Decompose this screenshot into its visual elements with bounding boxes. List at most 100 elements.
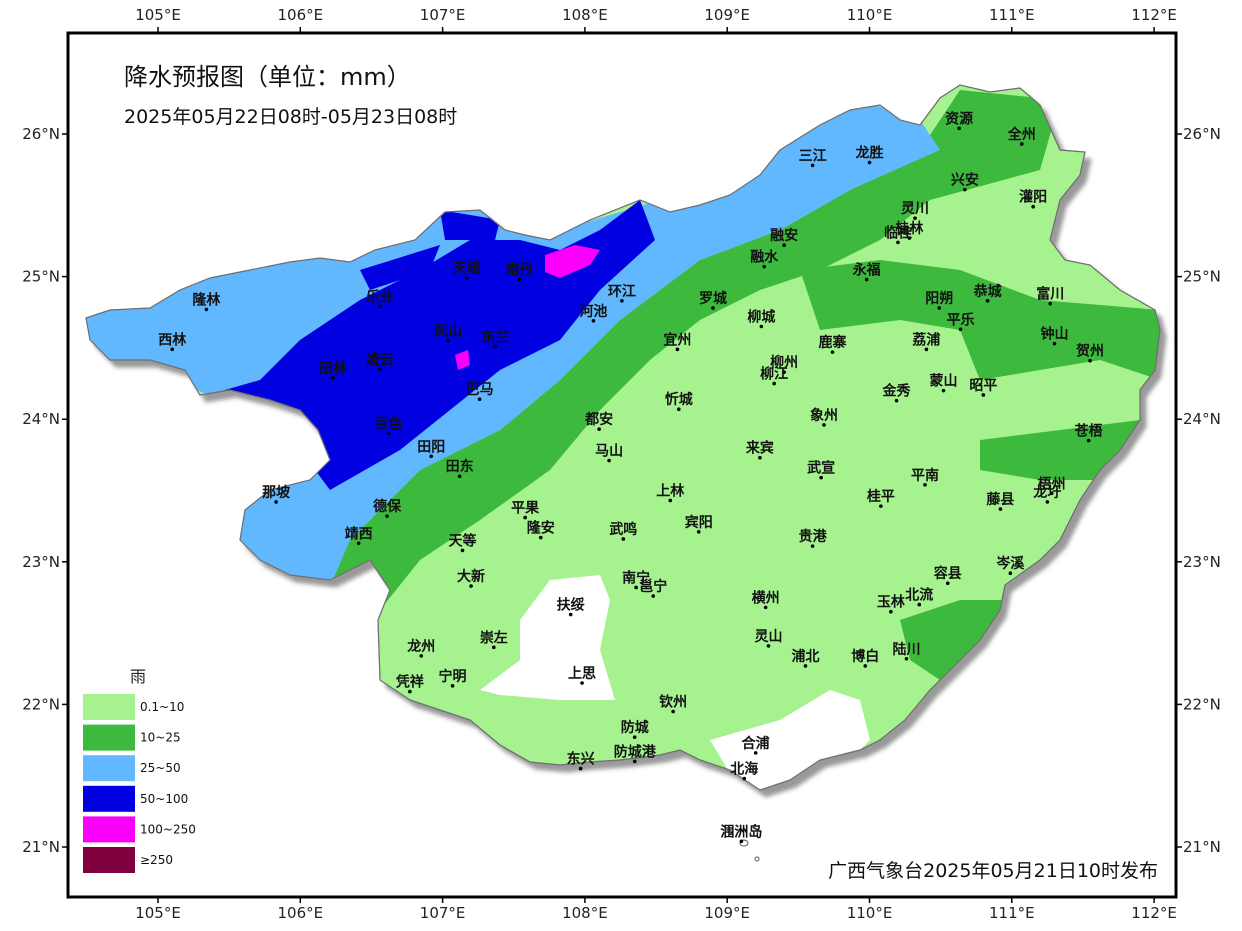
city-label: 钦州 — [659, 694, 687, 711]
city-label: 北流 — [905, 587, 933, 604]
legend-label: 25~50 — [140, 761, 181, 775]
city-label: 昭平 — [969, 378, 997, 394]
city-label: 龙圩 — [1032, 484, 1061, 501]
lon-label-top: 108°E — [562, 6, 608, 24]
legend-label: 50~100 — [140, 792, 188, 806]
city-dot — [810, 163, 815, 168]
lon-label-top: 107°E — [420, 6, 466, 24]
lon-label-top: 112°E — [1131, 6, 1177, 24]
city-label: 东兴 — [567, 751, 595, 768]
legend: 0.1~10 10~25 25~50 50~100 100~250 ≥250 — [83, 694, 196, 873]
city-dot — [385, 514, 389, 518]
city-label: 防城港 — [614, 743, 657, 760]
city-dot — [331, 376, 335, 380]
lon-label-bottom: 105°E — [135, 904, 181, 922]
lat-label-right: 21°N — [1183, 838, 1221, 856]
city-dot — [1049, 491, 1054, 496]
city-dot — [634, 585, 638, 590]
lat-label-right: 23°N — [1183, 553, 1221, 571]
city-label: 来宾 — [745, 440, 774, 457]
city-dot — [446, 338, 451, 343]
lat-label-right: 24°N — [1183, 410, 1221, 428]
city-label: 柳江 — [760, 366, 788, 383]
city-label: 罗城 — [699, 290, 727, 307]
city-label: 东兰 — [481, 328, 509, 345]
city-dot — [762, 264, 766, 269]
city-label: 上林 — [656, 482, 684, 499]
city-dot — [464, 276, 469, 280]
legend-swatch — [83, 724, 135, 751]
lon-label-bottom: 106°E — [277, 904, 323, 922]
lat-label-left: 25°N — [22, 268, 60, 286]
city-dot — [917, 602, 922, 607]
city-label: 田东 — [446, 458, 474, 475]
city-dot — [941, 388, 946, 393]
city-label: 南丹 — [505, 261, 533, 278]
city-dot — [677, 407, 681, 412]
city-dot — [274, 500, 278, 504]
city-dot — [607, 458, 611, 463]
city-label: 邕宁 — [639, 578, 667, 595]
city-label: 博白 — [851, 648, 879, 665]
legend-swatch — [83, 847, 135, 873]
city-dot — [803, 664, 808, 668]
city-label: 象州 — [810, 407, 838, 424]
city-label: 龙胜 — [855, 145, 884, 162]
city-label: 宜州 — [663, 331, 691, 348]
zone-no-rain-west — [480, 575, 615, 700]
lon-label-top: 111°E — [989, 6, 1035, 24]
city-label: 天等 — [449, 532, 477, 549]
city-dot — [621, 537, 626, 541]
city-label: 灌阳 — [1019, 189, 1047, 206]
city-label: 环江 — [608, 283, 636, 300]
city-dot — [830, 350, 835, 354]
forecast-period: 2025年05月22日08时-05月23日08时 — [124, 106, 457, 128]
city-dot — [675, 347, 680, 352]
city-label: 玉林 — [877, 594, 905, 611]
city-label: 桂林 — [894, 220, 923, 237]
city-dot — [998, 507, 1003, 511]
city-dot — [1031, 204, 1035, 209]
city-dot — [1019, 142, 1024, 146]
city-label: 平果 — [511, 501, 540, 517]
city-label: 宁明 — [439, 668, 467, 685]
city-dot — [651, 594, 656, 598]
lon-label-bottom: 107°E — [420, 904, 466, 922]
city-label: 兴安 — [951, 172, 979, 189]
lat-label-left: 26°N — [22, 125, 60, 143]
city-dot — [538, 535, 543, 540]
city-dot — [620, 299, 624, 303]
city-dot — [937, 306, 942, 310]
city-label: 三江 — [799, 147, 827, 164]
city-label: 浦北 — [791, 648, 819, 665]
legend-title: 雨 — [130, 667, 146, 686]
city-dot — [772, 381, 776, 386]
city-dot — [879, 504, 883, 508]
city-label: 凭祥 — [395, 674, 424, 691]
city-label: 融水 — [750, 249, 779, 266]
city-label: 北海 — [730, 761, 758, 778]
xieyang-island — [754, 856, 760, 862]
city-dot — [924, 347, 929, 352]
city-label: 桂平 — [866, 488, 895, 505]
city-label: 恭城 — [973, 283, 1002, 300]
city-label: 涠洲岛 — [720, 823, 762, 840]
zone-10-25-east — [800, 260, 1160, 380]
city-dot — [523, 515, 527, 520]
lat-label-left: 22°N — [22, 695, 60, 713]
city-dot — [378, 304, 382, 309]
city-label: 凌云 — [366, 351, 394, 368]
city-label: 灵山 — [754, 629, 782, 645]
city-dot — [819, 475, 823, 480]
city-dot — [460, 548, 465, 553]
city-dot — [782, 370, 786, 374]
city-label: 合浦 — [742, 735, 770, 752]
city-dot — [580, 681, 584, 685]
city-label: 大新 — [457, 568, 485, 585]
lat-labels-left: 26°N 25°N 24°N 23°N 22°N 21°N — [22, 125, 60, 856]
city-label: 都安 — [584, 411, 613, 428]
city-dot — [766, 644, 771, 648]
issuer-note: 广西气象台2025年05月21日10时发布 — [828, 860, 1158, 882]
